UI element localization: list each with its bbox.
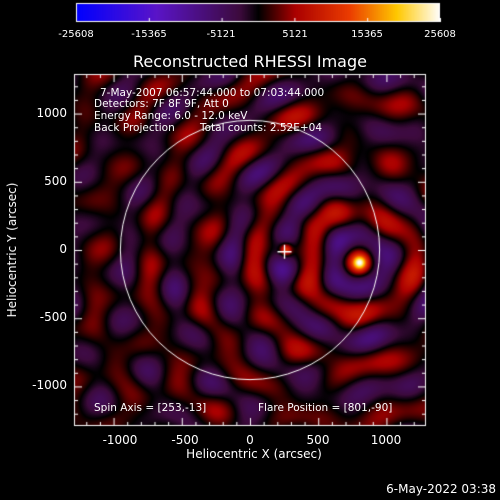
x-tick-label: -1000 <box>102 433 138 447</box>
colorbar-tick-label: 25608 <box>424 29 456 40</box>
spin-axis-text: Spin Axis = [253,-13] <box>94 402 207 414</box>
flare-position-text: Flare Position = [801,-90] <box>258 402 393 414</box>
y-tick-label: 1000 <box>36 106 67 120</box>
total-counts-text: Total counts: 2.52E+04 <box>200 122 323 134</box>
y-tick-label: -500 <box>39 310 67 324</box>
x-tick-label: 500 <box>306 433 330 447</box>
y-tick-label: 0 <box>59 242 67 256</box>
colorbar-tick-label: 5121 <box>282 29 308 40</box>
colorbar-tick-label: -5121 <box>206 29 236 40</box>
y-tick-label: 500 <box>44 174 67 188</box>
x-tick-label: 0 <box>246 433 254 447</box>
y-tick-label: -1000 <box>32 378 67 392</box>
x-tick-label: 1000 <box>370 433 402 447</box>
back-projection-text: Back Projection <box>94 122 175 134</box>
plot-title: Reconstructed RHESSI Image <box>133 52 367 71</box>
energy-range-text: Energy Range: 6.0 - 12.0 keV <box>94 110 248 122</box>
detectors-text: Detectors: 7F 8F 9F, Att 0 <box>94 98 229 110</box>
colorbar-tick-label: -25608 <box>58 29 94 40</box>
x-axis-label: Heliocentric X (arcsec) <box>186 447 322 461</box>
x-tick-label: -500 <box>171 433 199 447</box>
colorbar-tick-label: 15365 <box>351 29 383 40</box>
y-axis-label: Heliocentric Y (arcsec) <box>5 182 19 318</box>
time-range-text: 7-May-2007 06:57:44.000 to 07:03:44.000 <box>100 87 325 99</box>
colorbar-tick-label: -15365 <box>131 29 167 40</box>
footer-date: 6-May-2022 03:38 <box>386 482 496 496</box>
